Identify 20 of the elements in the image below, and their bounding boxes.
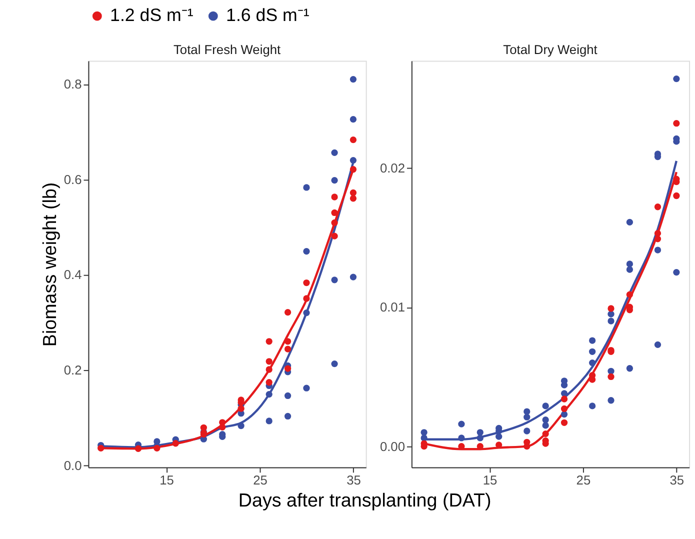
- x-tick-label: 35: [346, 472, 361, 488]
- legend-label: 1.2 dS m⁻¹: [110, 5, 194, 26]
- x-axis-title: Days after transplanting (DAT): [238, 489, 492, 510]
- y-tick-label: 0.00: [380, 438, 406, 454]
- x-tick-label: 15: [482, 472, 498, 488]
- y-tick-label: 0.0: [64, 458, 82, 473]
- y-tick-label: 0.6: [64, 172, 82, 187]
- x-tick-label: 25: [576, 472, 591, 488]
- y-tick-label: 0.02: [380, 160, 406, 176]
- y-axis-title: Biomass weight (lb): [38, 182, 60, 347]
- y-tick-label: 0.2: [64, 362, 82, 378]
- x-tick-label: 15: [160, 472, 174, 488]
- chart-title: Total Dry Weight: [503, 42, 598, 57]
- y-tick-label: 0.01: [380, 300, 406, 315]
- x-tick-label: 25: [253, 472, 268, 488]
- legend-label: 1.6 dS m⁻¹: [226, 5, 310, 26]
- chart-title: Total Fresh Weight: [173, 42, 282, 57]
- x-tick-label: 35: [670, 472, 684, 488]
- y-tick-label: 0.4: [64, 267, 82, 282]
- y-tick-label: 0.8: [64, 76, 82, 92]
